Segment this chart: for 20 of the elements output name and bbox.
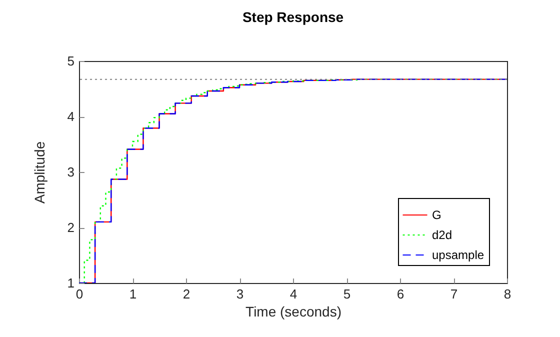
x-tick-label: 5 [343,286,351,302]
y-tick-label: 1 [67,276,74,290]
y-tick-label: 4 [67,109,74,124]
chart-title: Step Response [242,9,344,25]
y-tick-label: 3 [67,164,74,180]
y-tick-label: 2 [67,220,74,235]
x-tick-label: 8 [504,286,512,302]
x-tick-label: 2 [182,286,190,302]
legend-label: upsample [432,248,484,262]
x-tick-label: 3 [236,286,244,302]
x-tick-label: 1 [129,286,137,302]
x-tick-label: 0 [76,286,84,302]
x-tick-label: 4 [290,286,298,302]
x-tick-label: 7 [450,286,458,302]
y-axis-title: Amplitude [31,141,48,204]
y-tick-label: 5 [67,54,74,68]
x-tick-label: 6 [396,286,404,302]
legend-label: d2d [432,228,452,242]
legend-label: G [432,208,442,222]
x-axis-title: Time (seconds) [246,304,342,320]
